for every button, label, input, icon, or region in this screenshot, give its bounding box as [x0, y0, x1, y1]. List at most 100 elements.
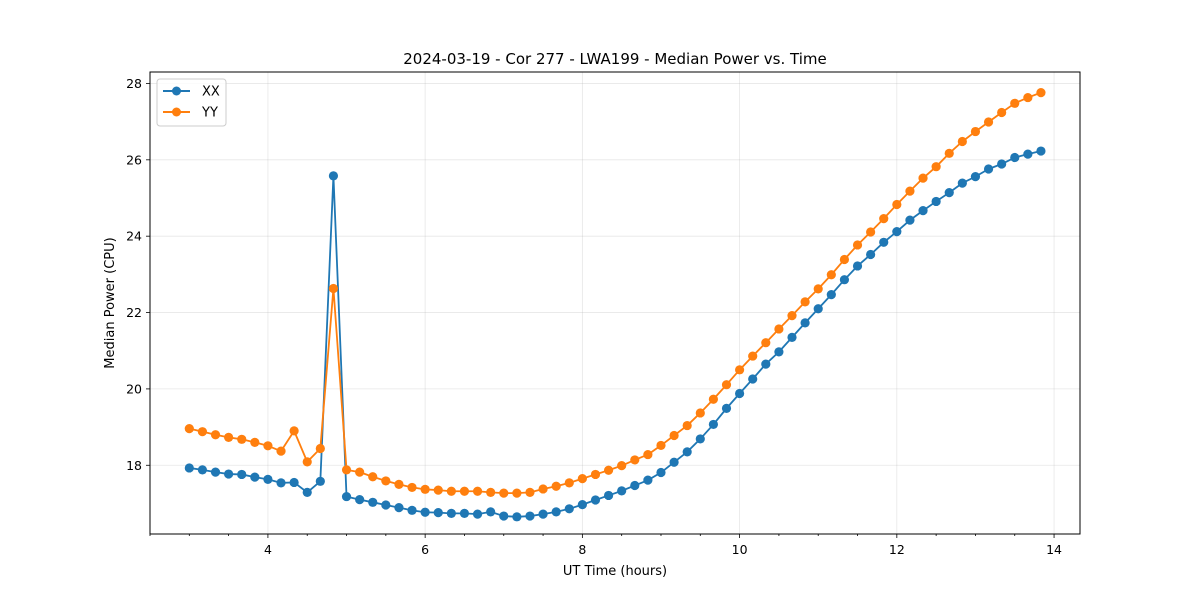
data-point-xx: [407, 505, 417, 515]
data-point-yy: [1023, 92, 1033, 103]
data-point-xx: [774, 347, 784, 357]
data-point-yy: [813, 284, 823, 294]
data-point-xx: [1036, 146, 1046, 156]
y-axis-ticks: 18 20 22 24 26 28: [126, 76, 150, 473]
data-point-xx: [879, 237, 889, 247]
data-point-xx: [355, 495, 365, 505]
data-point-yy: [866, 227, 876, 237]
data-point-xx: [852, 261, 863, 271]
y-axis-label: Median Power (CPU): [103, 237, 118, 368]
data-point-xx: [197, 465, 208, 475]
data-point-yy: [852, 240, 863, 250]
data-point-yy: [407, 482, 417, 493]
data-point-xx: [420, 507, 430, 517]
grid: [150, 72, 1080, 534]
data-point-yy: [590, 469, 601, 480]
data-point-yy: [970, 126, 981, 137]
data-point-xx: [957, 178, 967, 188]
data-point-yy: [931, 162, 941, 172]
data-point-yy: [708, 394, 719, 404]
data-point-yy: [1010, 98, 1020, 108]
data-point-yy: [721, 380, 732, 390]
data-point-xx: [983, 164, 994, 174]
legend-entry-yy: YY: [163, 106, 218, 121]
data-point-yy: [276, 446, 286, 456]
data-point-yy: [944, 148, 954, 158]
y-tick-label: 18: [126, 458, 142, 473]
data-point-yy: [381, 476, 391, 486]
data-point-yy: [603, 465, 614, 475]
data-point-xx: [302, 487, 312, 497]
data-point-yy: [250, 437, 260, 447]
y-tick-label: 20: [126, 381, 142, 396]
data-point-xx: [368, 497, 378, 507]
series-xx: [184, 146, 1046, 522]
data-point-xx: [459, 508, 470, 518]
data-point-xx: [551, 507, 561, 517]
data-point-yy: [735, 365, 745, 375]
data-point-yy: [997, 107, 1007, 118]
x-tick-label: 10: [732, 542, 748, 557]
data-point-xx: [224, 469, 234, 479]
data-point-yy: [892, 199, 902, 210]
x-axis-label: UT Time (hours): [563, 564, 667, 579]
data-point-yy: [368, 472, 378, 482]
data-point-xx: [866, 249, 876, 260]
data-point-xx: [564, 504, 574, 514]
data-point-xx: [603, 490, 614, 501]
legend-label-yy: YY: [201, 106, 218, 121]
data-point-xx: [276, 478, 286, 488]
data-point-xx: [787, 332, 797, 342]
data-point-xx: [918, 206, 928, 216]
data-point-yy: [748, 351, 758, 361]
data-point-xx: [289, 477, 299, 488]
data-point-xx: [328, 171, 339, 181]
x-tick-label: 8: [578, 542, 586, 557]
data-point-xx: [577, 500, 587, 510]
chart-title: 2024-03-19 - Cor 277 - LWA199 - Median P…: [403, 50, 827, 68]
data-point-yy: [669, 430, 679, 441]
data-point-yy: [289, 426, 299, 436]
data-point-yy: [918, 173, 928, 183]
data-point-yy: [237, 434, 247, 444]
data-point-xx: [905, 215, 915, 225]
data-point-yy: [355, 467, 365, 477]
data-point-yy: [983, 117, 994, 127]
data-point-xx: [1010, 152, 1020, 163]
data-point-yy: [224, 432, 234, 442]
data-point-xx: [721, 403, 732, 413]
data-point-yy: [826, 270, 836, 280]
data-point-yy: [774, 324, 784, 334]
data-point-xx: [656, 467, 666, 478]
data-point-yy: [800, 297, 810, 307]
data-point-yy: [420, 484, 430, 494]
data-point-xx: [263, 474, 273, 484]
y-tick-label: 22: [126, 305, 142, 320]
data-point-yy: [551, 481, 561, 491]
data-point-xx: [499, 511, 509, 521]
data-point-xx: [892, 227, 902, 237]
data-point-xx: [394, 503, 404, 513]
data-point-yy: [446, 486, 456, 496]
data-point-xx: [184, 463, 194, 473]
data-point-yy: [328, 283, 339, 294]
data-point-yy: [302, 457, 312, 467]
y-tick-label: 28: [126, 76, 142, 91]
data-point-yy: [839, 254, 850, 265]
y-tick-label: 24: [126, 229, 142, 244]
data-point-yy: [486, 487, 496, 497]
legend-marker-yy: [172, 107, 181, 117]
data-point-yy: [184, 424, 194, 434]
data-point-xx: [590, 495, 601, 505]
y-tick-label: 26: [126, 152, 142, 167]
data-point-yy: [1036, 88, 1046, 98]
series-line-xx: [189, 150, 1042, 518]
data-point-xx: [525, 511, 535, 521]
data-point-yy: [499, 488, 509, 498]
data-point-yy: [695, 408, 705, 418]
data-point-xx: [826, 290, 836, 300]
data-point-yy: [210, 430, 221, 440]
series-layer: [184, 88, 1046, 522]
data-point-yy: [787, 311, 797, 321]
